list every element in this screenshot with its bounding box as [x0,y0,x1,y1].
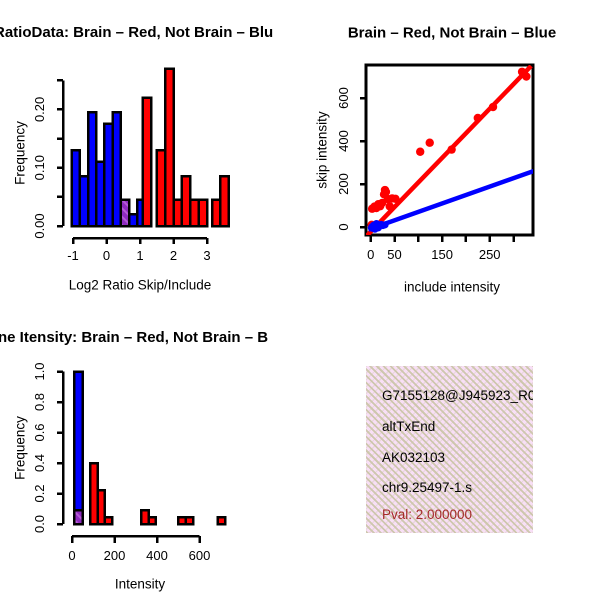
info-probe-id: G7155128@J945923_R0 [382,388,533,403]
y-tick-label: 0 [336,223,351,230]
plot-box [364,63,535,237]
hist-bar-red [184,515,195,526]
y-tick-label: 0.00 [32,213,47,238]
y-tick-label: 400 [336,130,351,152]
ratio-hist-xlabel: Log2 Ratio Skip/Include [68,277,212,293]
intensity-hist-title: ne Itensity: Brain – Red, Not Brain – B [0,329,269,346]
y-tick-label: 600 [336,87,351,109]
hist-bar-red [216,515,227,526]
x-tick-label: 150 [431,247,453,262]
data-point-red [425,138,434,147]
x-tick-label: 50 [387,247,401,262]
scatter-xlabel: include intensity [403,279,501,295]
info-event-type: altTxEnd [382,419,436,434]
hist-bar-red [180,175,192,228]
y-tick-label: 0.8 [32,393,47,411]
x-tick-label: 0 [103,248,110,263]
ratio_hist-axes: 0.00 0.10 0.20 -1 0 1 2 3 [32,79,211,263]
y-tick-label: 0.4 [32,454,47,472]
intensity_hist-bars [72,370,227,526]
x-tick-label: -1 [67,248,79,263]
not_brain_blue_points [368,219,389,233]
panel-annotation: G7155128@J945923_R0 altTxEnd AK032103 ch… [300,300,600,600]
x-tick-label: 600 [189,548,211,563]
hist-bar-red [141,96,153,228]
data-point-red [488,102,498,112]
panel-intensity-histogram: ne Itensity: Brain – Red, Not Brain – B … [0,300,300,600]
hist-bar-red [189,198,200,228]
data-point-red [391,194,400,204]
hist-bar-blue [111,111,123,228]
info-locus: chr9.25497-1.s [382,480,473,495]
x-tick-label: 200 [104,548,126,563]
x-tick-label: 2 [170,248,177,263]
data-point-red [385,202,394,211]
hist-bar-blue [72,370,84,526]
data-point-blue [369,224,377,232]
x-tick-label: 0 [367,247,374,262]
data-point-red [473,113,482,123]
intensity-scatter-chart: 0 200 400 600 0 50 150 250 [336,63,535,262]
hist-bar-red [197,198,209,228]
scatter-title: Brain – Red, Not Brain – Blue [347,24,557,42]
y-tick-label: 0.6 [32,423,47,441]
data-point-red [447,145,456,154]
hist-bar-red [96,489,107,526]
hist-bar-red [147,515,158,526]
intensity-hist-xlabel: Intensity [114,576,166,592]
hist-bar-purple [119,198,131,228]
data-point-red [416,147,425,156]
x-tick-label: 0 [68,548,75,563]
hist-bar-red [155,148,167,228]
y-tick-label: 0.0 [32,515,47,533]
hist-bar-red [163,67,175,228]
ratio-histogram-chart: 0.00 0.10 0.20 -1 0 1 2 3 [32,67,231,263]
data-point-red [381,187,391,197]
intensity_hist-axes: 0.0 0.2 0.4 0.6 0.8 1.0 0 200 400 600 [32,362,210,563]
panel-intensity-scatter: Brain – Red, Not Brain – Blue skip inten… [300,0,600,300]
x-tick-label: 3 [203,248,210,263]
info-accession: AK032103 [382,450,446,465]
hist-bar-purple [72,509,84,526]
ratio-hist-title: RatioData: Brain – Red, Not Brain – Blu [0,24,274,41]
y-tick-label: 200 [336,173,351,195]
info-pvalue: Pval: 2.000000 [382,507,473,522]
hist-bar-red [103,515,114,526]
y-tick-label: 0.2 [32,484,47,502]
hist-bar-red [219,175,231,228]
blue_fit_line [367,168,533,232]
intensity-histogram-chart: 0.0 0.2 0.4 0.6 0.8 1.0 0 200 400 600 [32,362,227,563]
data-point-blue [381,221,389,229]
hist-bar-red [210,198,222,228]
panel-ratio-histogram: RatioData: Brain – Red, Not Brain – Blu … [0,0,300,300]
y-tick-label: 0.10 [32,155,47,180]
x-tick-label: 250 [479,247,501,262]
ratio_hist-bars [70,67,231,228]
x-tick-label: 1 [136,248,143,263]
x-tick-label: 400 [146,548,168,563]
y-tick-label: 0.20 [32,97,47,122]
hist-bar-red [172,198,184,228]
y-tick-label: 1.0 [32,362,47,380]
data-point-red [522,72,531,81]
info-box: G7155128@J945923_R0 altTxEnd AK032103 ch… [366,366,533,533]
